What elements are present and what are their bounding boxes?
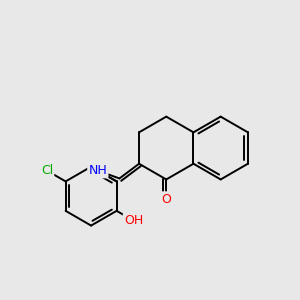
Text: Cl: Cl: [41, 164, 53, 177]
Text: OH: OH: [124, 214, 143, 227]
Text: NH: NH: [88, 164, 107, 177]
Text: O: O: [161, 193, 171, 206]
